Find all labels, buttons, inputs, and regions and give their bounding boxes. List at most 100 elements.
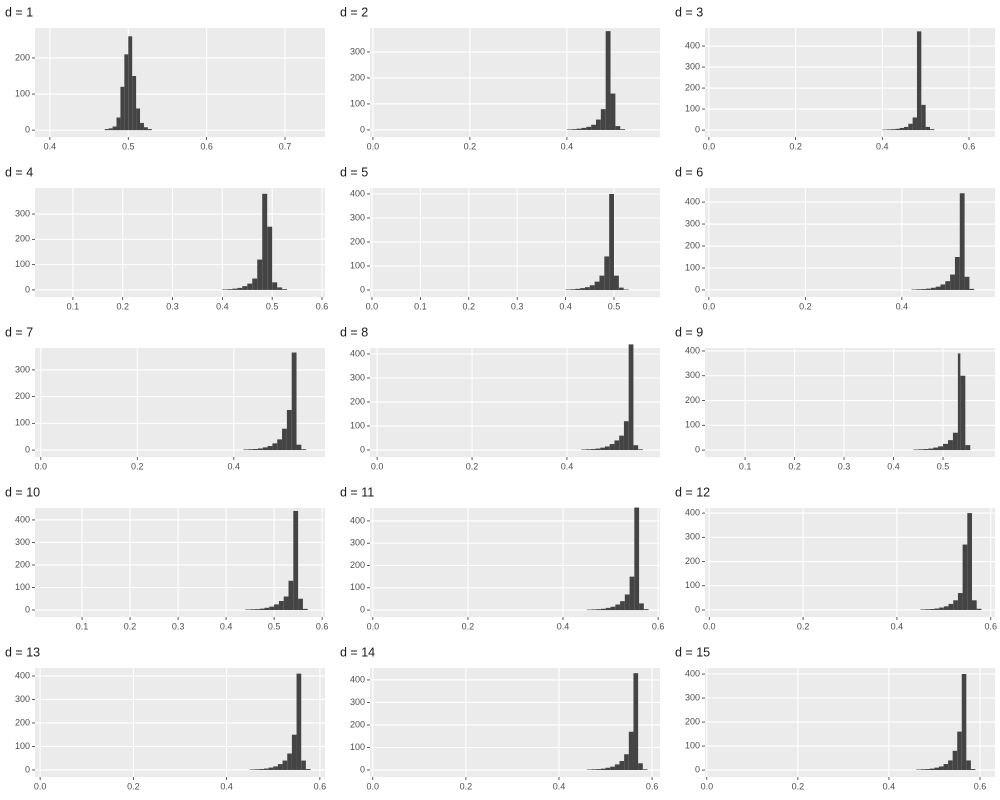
histogram-bar — [921, 289, 926, 290]
x-tick-label: 0.4 — [553, 781, 566, 791]
histogram-bar — [298, 598, 303, 611]
plot-background — [35, 508, 325, 617]
x-tick-label: 0.4 — [883, 781, 896, 791]
histogram-bar — [124, 54, 129, 131]
histogram-bar — [957, 593, 963, 610]
histogram-bar — [903, 126, 909, 131]
y-tick-label: 100 — [350, 98, 365, 108]
plot-background — [370, 28, 660, 137]
histogram-bar — [638, 763, 643, 771]
panel-title: d = 2 — [340, 5, 368, 19]
y-tick-label: 0 — [360, 124, 365, 134]
panel-title: d = 7 — [5, 325, 33, 339]
y-tick-label: 100 — [15, 741, 30, 751]
y-tick-label: 200 — [15, 52, 30, 62]
y-tick-label: 200 — [350, 560, 365, 570]
histogram-bar — [609, 444, 615, 451]
histogram-bar — [935, 286, 941, 290]
histogram-bar — [620, 129, 626, 130]
y-tick-label: 200 — [350, 396, 365, 406]
histogram-bar — [269, 606, 275, 611]
histogram-bar — [912, 117, 917, 131]
histogram-bar — [305, 769, 311, 770]
histogram-bar — [116, 117, 121, 131]
histogram-bar — [580, 288, 585, 291]
x-tick-label: 0.4 — [220, 621, 233, 631]
histogram-bar — [252, 278, 258, 290]
histogram-bar — [273, 766, 278, 770]
histogram-bar — [623, 421, 629, 451]
histogram-bar — [267, 446, 273, 451]
histogram-bar — [934, 767, 940, 771]
histogram-bar — [966, 760, 971, 771]
histogram-bar — [916, 31, 922, 131]
histogram-bar — [147, 129, 152, 131]
y-tick-label: 300 — [685, 532, 700, 542]
histogram-bar — [619, 761, 625, 771]
y-tick-label: 100 — [15, 259, 30, 269]
x-tick-label: 0.4 — [561, 141, 574, 151]
x-tick-label: 0.2 — [788, 461, 801, 471]
histogram-bar — [296, 444, 302, 451]
histogram-bar — [925, 126, 930, 131]
histogram-bar — [591, 609, 597, 611]
histogram-bar — [274, 604, 279, 611]
y-tick-label: 300 — [350, 46, 365, 56]
histogram-bar — [272, 443, 278, 451]
y-tick-label: 0 — [360, 604, 365, 614]
histogram-bar — [939, 607, 944, 610]
panel-title: d = 15 — [675, 645, 710, 659]
histogram-bar — [899, 127, 904, 131]
y-tick-label: 200 — [685, 556, 700, 566]
histogram-bar — [291, 352, 297, 451]
x-tick-label: 0.2 — [799, 301, 812, 311]
y-tick-label: 200 — [685, 240, 700, 250]
x-tick-label: 0.1 — [739, 461, 752, 471]
histogram-bar — [934, 608, 940, 610]
histogram-bar — [929, 129, 935, 131]
histogram-bar — [581, 127, 587, 130]
histogram-bar — [272, 282, 278, 290]
x-tick-label: 0.4 — [228, 461, 241, 471]
x-tick-label: 0.5 — [122, 141, 135, 151]
histogram-bar — [916, 289, 922, 290]
x-tick-label: 0.6 — [974, 781, 987, 791]
y-tick-label: 300 — [685, 61, 700, 71]
y-tick-label: 300 — [15, 694, 30, 704]
histogram-bar — [925, 769, 930, 771]
x-tick-label: 0.6 — [652, 621, 665, 631]
y-tick-label: 300 — [350, 372, 365, 382]
y-tick-label: 200 — [15, 234, 30, 244]
x-tick-label: 0.0 — [366, 301, 379, 311]
histogram-bar — [259, 608, 265, 611]
y-tick-label: 0 — [25, 125, 30, 135]
histogram-bar — [604, 256, 610, 291]
histogram-bar — [964, 276, 970, 290]
y-tick-label: 400 — [685, 345, 700, 355]
x-tick-label: 0.2 — [789, 141, 802, 151]
histogram-bar — [253, 448, 258, 451]
histogram-bar — [287, 753, 292, 770]
x-tick-label: 0.2 — [466, 461, 479, 471]
histogram-bar — [638, 449, 643, 451]
y-tick-label: 400 — [685, 668, 700, 678]
y-tick-label: 300 — [15, 364, 30, 374]
histogram-bar — [614, 440, 620, 451]
histogram-bar — [254, 769, 260, 770]
histogram-bar — [976, 608, 982, 610]
y-tick-label: 0 — [695, 124, 700, 134]
histogram-bar — [929, 609, 935, 610]
x-tick-label: 0.3 — [166, 301, 179, 311]
histogram-bar — [886, 129, 891, 131]
histogram-bar — [614, 275, 619, 291]
histogram-bar — [128, 36, 133, 131]
y-tick-label: 0 — [360, 764, 365, 774]
plot-background — [705, 508, 995, 617]
histogram-bar — [600, 447, 605, 451]
x-tick-label: 0.4 — [559, 301, 572, 311]
histogram-bar — [945, 281, 951, 290]
x-tick-label: 0.0 — [35, 461, 48, 471]
histogram-bar — [929, 768, 935, 771]
y-tick-label: 200 — [685, 716, 700, 726]
histogram-bar — [591, 124, 596, 130]
